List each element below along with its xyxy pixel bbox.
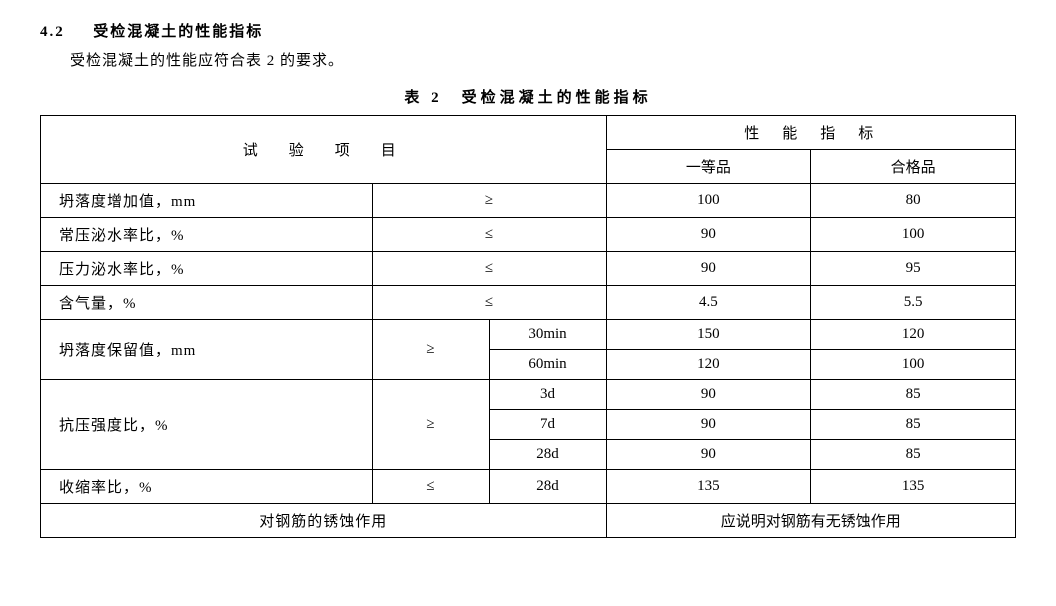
row-sub-time: 28d [489,440,606,470]
table-row: 坍落度保留值，mm ≥ 30min 150 120 [41,320,1016,350]
row-label: 抗压强度比，% [41,380,373,470]
row-val-1: 90 [606,440,811,470]
header-grade1: 一等品 [606,150,811,184]
header-grade2: 合格品 [811,150,1016,184]
row-label: 坍落度增加值，mm [41,184,373,218]
row-val-1: 120 [606,350,811,380]
row-val-1: 135 [606,470,811,504]
performance-table: 试 验 项 目 性 能 指 标 一等品 合格品 坍落度增加值，mm ≥ 100 … [40,115,1016,538]
section-number: 4.2 [40,24,65,40]
row-val-1: 4.5 [606,286,811,320]
row-label: 坍落度保留值，mm [41,320,373,380]
section-title-text: 受检混凝土的性能指标 [93,24,263,40]
row-label: 收缩率比，% [41,470,373,504]
section-body: 受检混凝土的性能应符合表 2 的要求。 [70,49,1016,70]
row-label: 对钢筋的锈蚀作用 [41,504,607,538]
table-row: 压力泌水率比，% ≤ 90 95 [41,252,1016,286]
row-op: ≤ [372,218,606,252]
row-val-1: 100 [606,184,811,218]
row-sub-time: 28d [489,470,606,504]
row-val-2: 100 [811,350,1016,380]
row-val-2: 120 [811,320,1016,350]
row-val-1: 90 [606,380,811,410]
row-sub-time: 60min [489,350,606,380]
row-val-2: 5.5 [811,286,1016,320]
table-row: 含气量，% ≤ 4.5 5.5 [41,286,1016,320]
row-val-2: 100 [811,218,1016,252]
table-header-row-1: 试 验 项 目 性 能 指 标 [41,116,1016,150]
row-val-1: 90 [606,252,811,286]
row-op: ≥ [372,184,606,218]
table-row: 常压泌水率比，% ≤ 90 100 [41,218,1016,252]
row-label: 压力泌水率比，% [41,252,373,286]
header-spec: 性 能 指 标 [606,116,1016,150]
row-val-2: 85 [811,440,1016,470]
table-row: 对钢筋的锈蚀作用 应说明对钢筋有无锈蚀作用 [41,504,1016,538]
row-val-2: 135 [811,470,1016,504]
row-val-2: 80 [811,184,1016,218]
row-val-2: 85 [811,410,1016,440]
table-row: 收缩率比，% ≤ 28d 135 135 [41,470,1016,504]
row-sub-time: 7d [489,410,606,440]
row-val-1: 150 [606,320,811,350]
row-sub-time: 3d [489,380,606,410]
table-caption: 表 2 受检混凝土的性能指标 [40,86,1016,107]
table-row: 抗压强度比，% ≥ 3d 90 85 [41,380,1016,410]
row-label: 含气量，% [41,286,373,320]
row-note: 应说明对钢筋有无锈蚀作用 [606,504,1016,538]
row-op: ≤ [372,286,606,320]
row-op: ≥ [372,380,489,470]
row-op: ≥ [372,320,489,380]
row-op: ≤ [372,252,606,286]
row-op: ≤ [372,470,489,504]
row-val-2: 95 [811,252,1016,286]
section-heading: 4.2 受检混凝土的性能指标 [40,20,1016,41]
header-item: 试 验 项 目 [41,116,607,184]
table-row: 坍落度增加值，mm ≥ 100 80 [41,184,1016,218]
row-val-1: 90 [606,218,811,252]
row-val-2: 85 [811,380,1016,410]
row-label: 常压泌水率比，% [41,218,373,252]
row-sub-time: 30min [489,320,606,350]
row-val-1: 90 [606,410,811,440]
